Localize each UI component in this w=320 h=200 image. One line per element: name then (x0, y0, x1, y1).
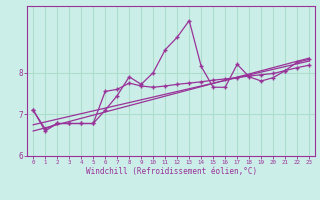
X-axis label: Windchill (Refroidissement éolien,°C): Windchill (Refroidissement éolien,°C) (86, 167, 257, 176)
